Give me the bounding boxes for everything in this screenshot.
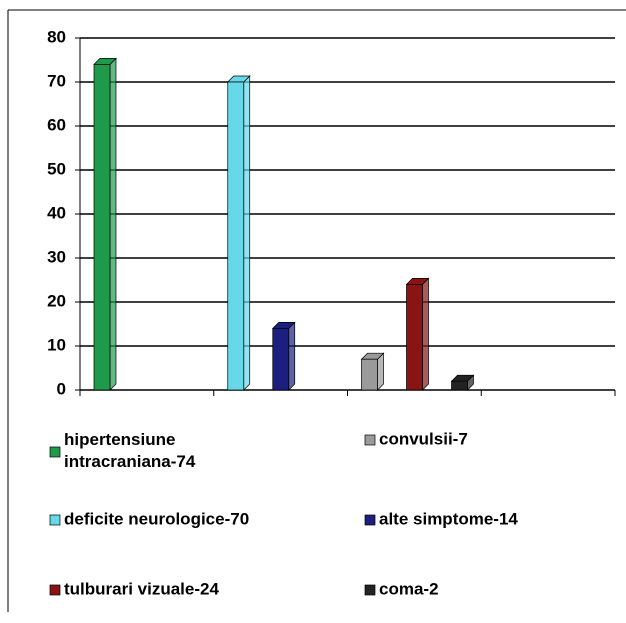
- bar-side: [422, 277, 429, 391]
- bar-side: [109, 57, 117, 391]
- y-tick-label: 20: [47, 291, 66, 310]
- legend-label: hipertensiune intracraniana-74: [64, 430, 196, 471]
- y-tick-label: 70: [47, 71, 66, 90]
- legend-label: deficite neurologice-70: [64, 509, 249, 528]
- bar: [451, 380, 468, 391]
- legend-swatch: [364, 584, 376, 596]
- y-tick-label: 80: [47, 27, 66, 46]
- bar: [272, 328, 290, 391]
- bar: [93, 64, 111, 391]
- legend-label: alte simptome-14: [379, 509, 518, 528]
- y-tick-label: 60: [47, 115, 66, 134]
- bar: [406, 284, 423, 391]
- legend-swatch: [364, 514, 376, 526]
- legend-swatch: [49, 514, 61, 526]
- legend-label: tulburari vizuale-24: [64, 579, 219, 598]
- y-tick-label: 40: [47, 203, 66, 222]
- bar: [361, 358, 378, 391]
- legend-swatch: [364, 434, 376, 446]
- legend-swatch: [49, 584, 61, 596]
- legend-swatch: [49, 446, 61, 458]
- y-tick-label: 50: [47, 159, 66, 178]
- bar-side: [243, 75, 251, 391]
- y-tick-label: 30: [47, 247, 66, 266]
- bar-side: [288, 321, 296, 391]
- legend-label: coma-2: [379, 579, 439, 598]
- y-tick-label: 10: [47, 335, 66, 354]
- bar: [227, 81, 245, 391]
- legend-label: convulsii-7: [379, 429, 468, 448]
- y-tick-label: 0: [57, 379, 66, 398]
